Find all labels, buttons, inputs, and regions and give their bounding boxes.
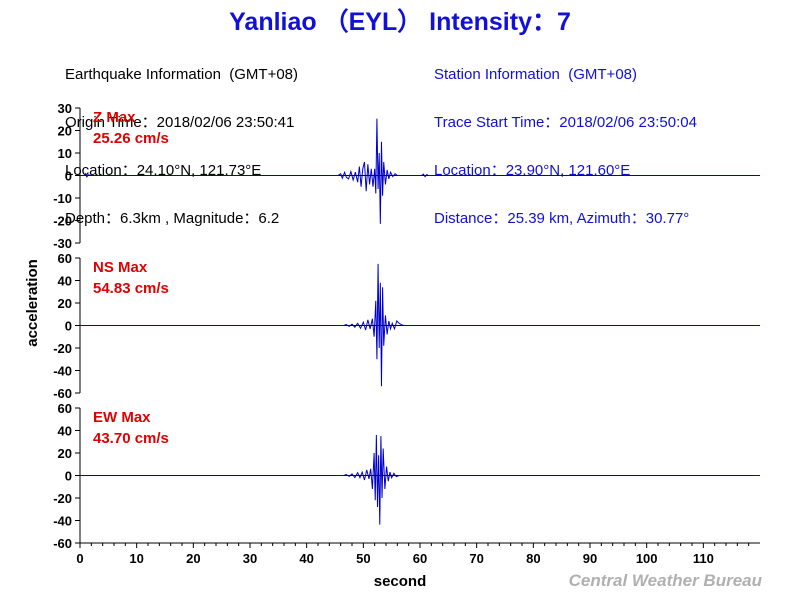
earthquake-info-heading: Earthquake Information (GMT+08) — [65, 66, 299, 83]
earthquake-info: Earthquake Information (GMT+08) Origin T… — [65, 35, 298, 243]
y-tick-label: 20 — [58, 446, 72, 461]
x-tick-label: 70 — [469, 551, 483, 566]
trace-start-time: Trace Start Time：2018/02/06 23:50:04 — [434, 114, 697, 131]
y-tick-label: 20 — [58, 296, 72, 311]
panel-label: NS Max — [93, 259, 148, 276]
y-tick-label: -10 — [53, 191, 72, 206]
panel-z: 30 20 10 0 -10 -20 -30 Z Max 25.26 cm/s — [53, 101, 760, 251]
y-axis-label: acceleration — [24, 259, 41, 347]
y-tick-label: 0 — [65, 319, 72, 334]
watermark: Central Weather Bureau — [568, 571, 762, 590]
trace-ew — [80, 434, 760, 525]
x-tick-label: 110 — [693, 551, 714, 566]
x-tick-label: 90 — [583, 551, 597, 566]
y-tick-label: 30 — [58, 101, 72, 116]
x-tick-label: 20 — [186, 551, 200, 566]
chart-title: Yanliao （EYL） Intensity：7 — [229, 8, 571, 36]
y-tick-label: -60 — [53, 386, 72, 401]
x-tick-label: 10 — [129, 551, 143, 566]
x-tick-label: 80 — [526, 551, 540, 566]
y-tick-label: 60 — [58, 401, 72, 416]
panel-max-value: 25.26 cm/s — [93, 130, 169, 147]
trace-ns — [80, 263, 760, 387]
x-axis-label: second — [374, 573, 427, 590]
x-tick-label: 50 — [356, 551, 370, 566]
panel-label: EW Max — [93, 409, 151, 426]
station-distance: Distance：25.39 km, Azimuth：30.77° — [434, 210, 690, 227]
depth-magnitude: Depth：6.3km , Magnitude：6.2 — [65, 210, 280, 227]
epicenter-location: Location：24.10°N, 121.73°E — [65, 162, 262, 179]
panel-ns: 60 40 20 0 -20 -40 -60 NS Max 54.83 cm/s — [53, 251, 760, 401]
y-tick-label: -20 — [53, 341, 72, 356]
x-tick-label: 30 — [243, 551, 257, 566]
y-tick-label: -40 — [53, 364, 72, 379]
station-info: Station Information (GMT+08) Trace Start… — [434, 35, 697, 243]
y-tick-label: -20 — [53, 214, 72, 229]
y-tick-label: -40 — [53, 514, 72, 529]
origin-time: Origin Time：2018/02/06 23:50:41 — [65, 114, 295, 131]
y-tick-label: -20 — [53, 491, 72, 506]
station-info-heading: Station Information (GMT+08) — [434, 66, 637, 83]
y-tick-label: 20 — [58, 124, 72, 139]
trace-z — [80, 118, 760, 224]
panel-label: Z Max — [93, 109, 136, 126]
x-tick-label: 60 — [413, 551, 427, 566]
y-tick-label: -30 — [53, 236, 72, 251]
station-location: Location：23.90°N, 121.60°E — [434, 162, 631, 179]
y-tick-label: 40 — [58, 424, 72, 439]
panel-max-value: 43.70 cm/s — [93, 430, 169, 447]
x-tick-label: 40 — [299, 551, 313, 566]
panel-ew: 60 40 20 0 -20 -40 -60 EW Max 43.70 cm/s — [53, 401, 760, 551]
y-tick-label: 0 — [65, 169, 72, 184]
x-tick-label: 100 — [636, 551, 658, 566]
y-tick-label: 0 — [65, 469, 72, 484]
y-tick-label: 40 — [58, 274, 72, 289]
panel-max-value: 54.83 cm/s — [93, 280, 169, 297]
y-tick-label: 60 — [58, 251, 72, 266]
x-tick-label: 0 — [76, 551, 83, 566]
y-tick-label: -60 — [53, 536, 72, 551]
y-tick-label: 10 — [58, 146, 72, 161]
